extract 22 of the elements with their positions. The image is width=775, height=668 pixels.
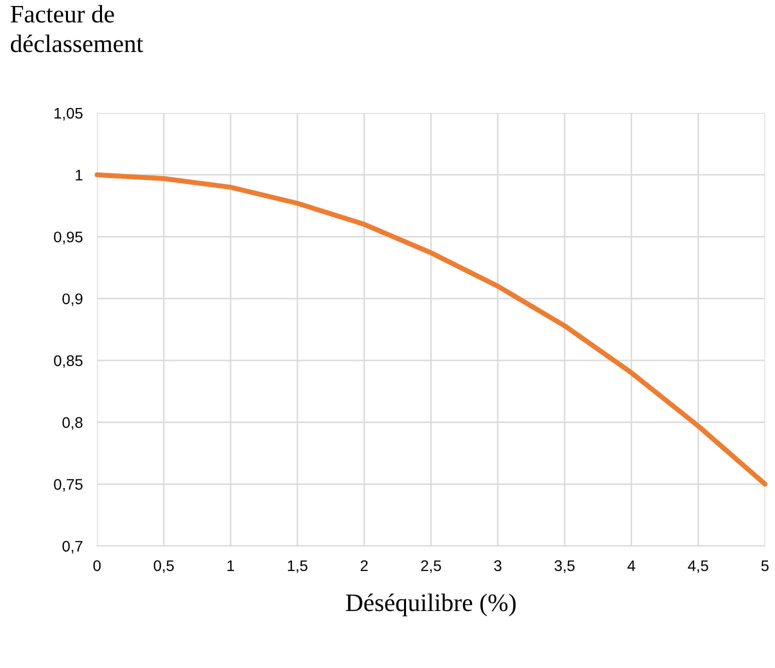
y-tick-label: 0,95 — [54, 232, 82, 244]
x-tick-label: 4,5 — [688, 560, 708, 573]
line-series — [94, 172, 768, 487]
x-tick-label: 2 — [360, 560, 368, 571]
x-axis-title: Déséquilibre (%) — [346, 594, 516, 616]
x-tick-label: 4 — [628, 560, 636, 571]
x-tick-label: 3 — [494, 560, 502, 572]
x-tick-label: 3,5 — [554, 560, 575, 573]
x-tick-label: 0,5 — [154, 560, 174, 573]
y-tick-label: 0,75 — [54, 479, 82, 492]
y-tick-label: 0,9 — [62, 293, 82, 306]
x-tick-label: 5 — [761, 560, 769, 572]
y-axis-title: Facteur de déclassement — [10, 5, 144, 52]
y-tick-label: 0,8 — [62, 417, 82, 430]
x-tick-label: 1,5 — [288, 560, 308, 573]
y-tick-label: 1,05 — [54, 108, 82, 120]
y-tick-label: 0,85 — [54, 355, 82, 368]
x-tick-label: 0 — [93, 560, 101, 572]
y-tick-label: 0,7 — [62, 540, 82, 554]
x-tick-label: 2,5 — [421, 560, 441, 573]
x-tick-label: 1 — [228, 560, 234, 571]
y-tick-label: 1 — [76, 170, 82, 180]
